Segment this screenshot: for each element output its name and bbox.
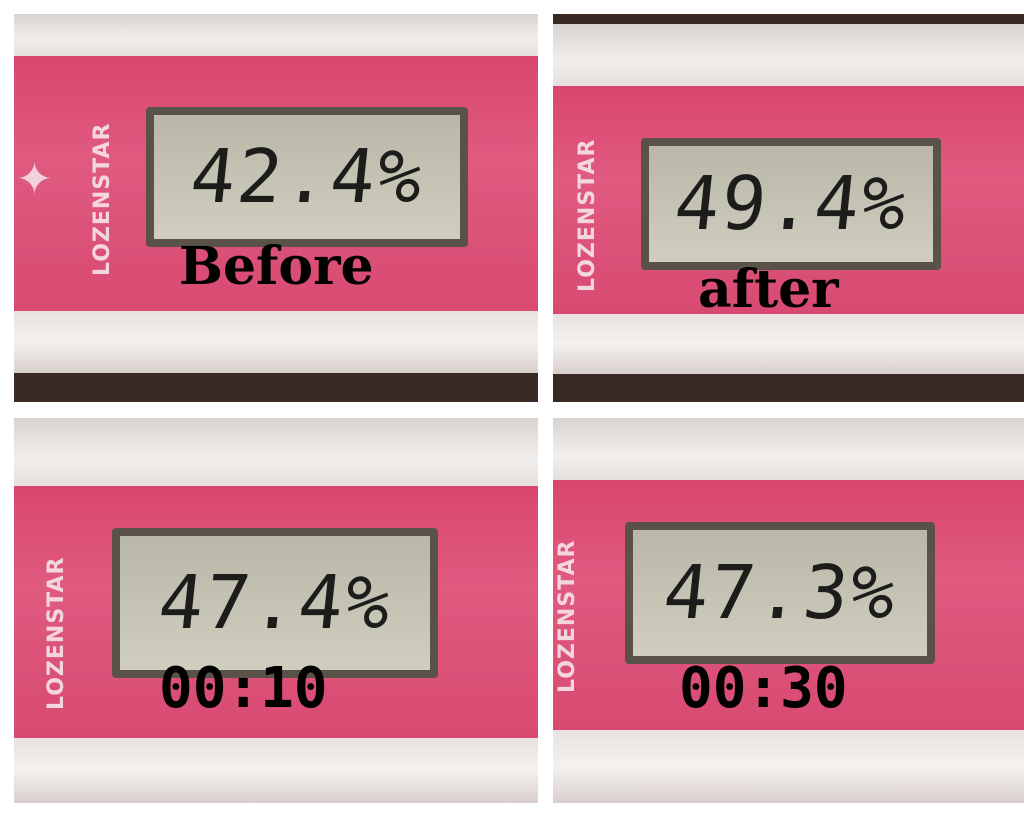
device-top-edge [553,24,1024,86]
photo-before: ✦ LOZENSTAR 42.4% Before [14,14,538,402]
humidity-reading: 47.4% [154,560,396,646]
brand-text: LOZENSTAR [44,556,69,710]
device-top-edge [14,14,538,56]
lcd-display: 42.4% [146,107,468,247]
photo-10-seconds: LOZENSTAR 47.4% 00:10 [14,418,538,803]
lcd-display: 47.4% [112,528,438,678]
device-bottom-edge [14,311,538,373]
star-logo-icon: ✦ [16,154,53,205]
humidity-reading: 42.4% [186,134,428,220]
brand-text: LOZENSTAR [90,122,115,276]
brand-text: LOZENSTAR [575,138,600,292]
overlay-label: Before [179,236,374,297]
humidity-reading: 47.3% [659,550,901,636]
device-bottom-edge [553,730,1024,803]
overlay-label: 00:10 [159,656,328,721]
photo-after: LOZENSTAR 49.4% after [553,14,1024,402]
lcd-display: 47.3% [625,522,935,664]
device-bottom-edge [14,738,538,803]
humidity-reading: 49.4% [670,161,912,247]
device-top-edge [553,418,1024,480]
photo-30-seconds: LOZENSTAR 47.3% 00:30 [553,418,1024,803]
lcd-display: 49.4% [641,138,941,270]
device-bottom-edge [553,314,1024,374]
overlay-label: after [698,259,839,320]
overlay-label: 00:30 [679,656,848,721]
device-top-edge [14,418,538,486]
brand-text: LOZENSTAR [555,539,580,693]
